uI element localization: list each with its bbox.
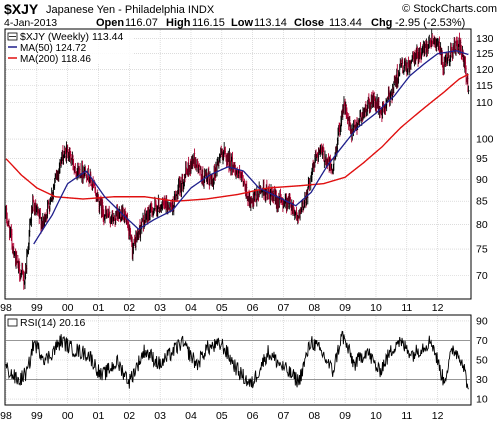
year-tick-label: 08	[308, 410, 320, 422]
legend-background	[6, 30, 134, 64]
low-value: 113.14	[254, 17, 287, 29]
price-y-axis: 70 75 80 85 90 95 100 110 115 120 125 130	[476, 33, 494, 282]
year-tick-label: 02	[123, 302, 135, 314]
year-tick-label: 05	[216, 302, 228, 314]
year-tick-label: 12	[432, 302, 444, 314]
year-tick-label: 06	[247, 410, 259, 422]
rsi-label-background	[6, 316, 80, 328]
low-label: Low	[231, 17, 253, 29]
close-value: 113.44	[329, 17, 362, 29]
chg-label: Chg	[371, 17, 392, 29]
price-y-tick-label: 115	[476, 80, 493, 92]
price-y-tick-label: 95	[476, 153, 488, 165]
rsi-y-tick-label: 30	[476, 374, 488, 386]
price-y-tick-label: 130	[476, 33, 494, 45]
year-tick-label: 03	[154, 302, 166, 314]
rsi-y-tick-label: 90	[476, 315, 488, 327]
year-tick-label: 01	[93, 410, 105, 422]
year-tick-label: 01	[93, 302, 105, 314]
rsi-y-tick-label: 50	[476, 355, 488, 367]
year-tick-label: 06	[247, 302, 259, 314]
year-tick-label: 02	[123, 410, 135, 422]
year-tick-label: 08	[308, 302, 320, 314]
year-tick-label: 11	[401, 410, 412, 422]
rsi-y-tick-label: 70	[476, 335, 488, 347]
year-tick-label: 03	[154, 410, 166, 422]
price-x-axis: 98 99 00 01 02 03 04 05 06 07 08 09 10 11 12	[0, 302, 443, 314]
legend-ma200: MA(200) 118.46	[20, 54, 91, 65]
close-label: Close	[294, 17, 324, 29]
brand-watermark: © StockCharts.com	[402, 3, 497, 15]
price-y-tick-label: 80	[476, 219, 488, 231]
rsi-legend-swatch	[7, 318, 18, 327]
year-tick-label: 04	[185, 410, 197, 422]
year-tick-label: 99	[31, 302, 43, 314]
open-label: Open	[96, 17, 124, 29]
ma50-line	[33, 50, 469, 245]
price-y-tick-label: 125	[476, 48, 494, 60]
high-label: High	[166, 17, 191, 29]
price-bars	[5, 29, 470, 290]
price-legend: $XJY (Weekly) 113.44 MA(50) 124.72 MA(20…	[6, 30, 134, 65]
year-tick-label: 09	[339, 410, 351, 422]
rsi-line	[5, 330, 469, 390]
rsi-y-axis: 10 30 50 70 90	[476, 315, 488, 405]
year-tick-label: 12	[432, 410, 444, 422]
year-tick-label: 00	[62, 410, 74, 422]
rsi-y-tick-label: 10	[476, 394, 488, 406]
price-y-tick-label: 110	[476, 97, 493, 109]
high-value: 116.15	[192, 17, 225, 29]
legend-price-swatch	[7, 32, 18, 41]
price-y-tick-label: 90	[476, 174, 488, 186]
year-tick-label: 98	[0, 302, 12, 314]
chart-symbol: $XJY	[4, 1, 39, 17]
price-y-tick-label: 85	[476, 196, 488, 208]
ohlc-readout: Open 116.07 High 116.15 Low 113.14 Close…	[96, 17, 465, 29]
price-y-tick-label: 120	[476, 64, 494, 76]
year-tick-label: 10	[370, 410, 382, 422]
price-y-tick-label: 70	[476, 270, 488, 282]
year-tick-label: 09	[339, 302, 351, 314]
year-tick-label: 11	[401, 302, 412, 314]
open-value: 116.07	[125, 17, 158, 29]
rsi-x-axis: 98 99 00 01 02 03 04 05 06 07 08 09 10 11 12	[0, 410, 443, 422]
legend-ma50: MA(50) 124.72	[20, 43, 87, 54]
year-tick-label: 07	[278, 302, 290, 314]
year-tick-label: 98	[0, 410, 12, 422]
year-tick-label: 10	[370, 302, 382, 314]
legend-price: $XJY (Weekly) 113.44	[20, 31, 123, 43]
year-tick-label: 00	[62, 302, 74, 314]
rsi-panel: 10 30 50 70 90 RSI(14) 20.16	[4, 314, 488, 406]
ma200-line	[5, 73, 469, 202]
chg-value: -2.95 (-2.53%)	[395, 17, 465, 29]
year-tick-label: 07	[278, 410, 290, 422]
date-label: 4-Jan-2013	[4, 17, 57, 29]
year-tick-label: 04	[185, 302, 197, 314]
price-y-tick-label: 75	[476, 244, 488, 256]
price-panel: 70 75 80 85 90 95 100 110 115 120 125 130 $XJY (Wee…	[4, 28, 494, 300]
year-tick-label: 05	[216, 410, 228, 422]
rsi-label: RSI(14) 20.16	[20, 317, 86, 329]
rsi-gridlines	[5, 316, 470, 404]
chart-name: Japanese Yen - Philadelphia INDX	[46, 4, 215, 16]
price-y-tick-label: 100	[476, 134, 494, 146]
year-tick-label: 99	[31, 410, 43, 422]
